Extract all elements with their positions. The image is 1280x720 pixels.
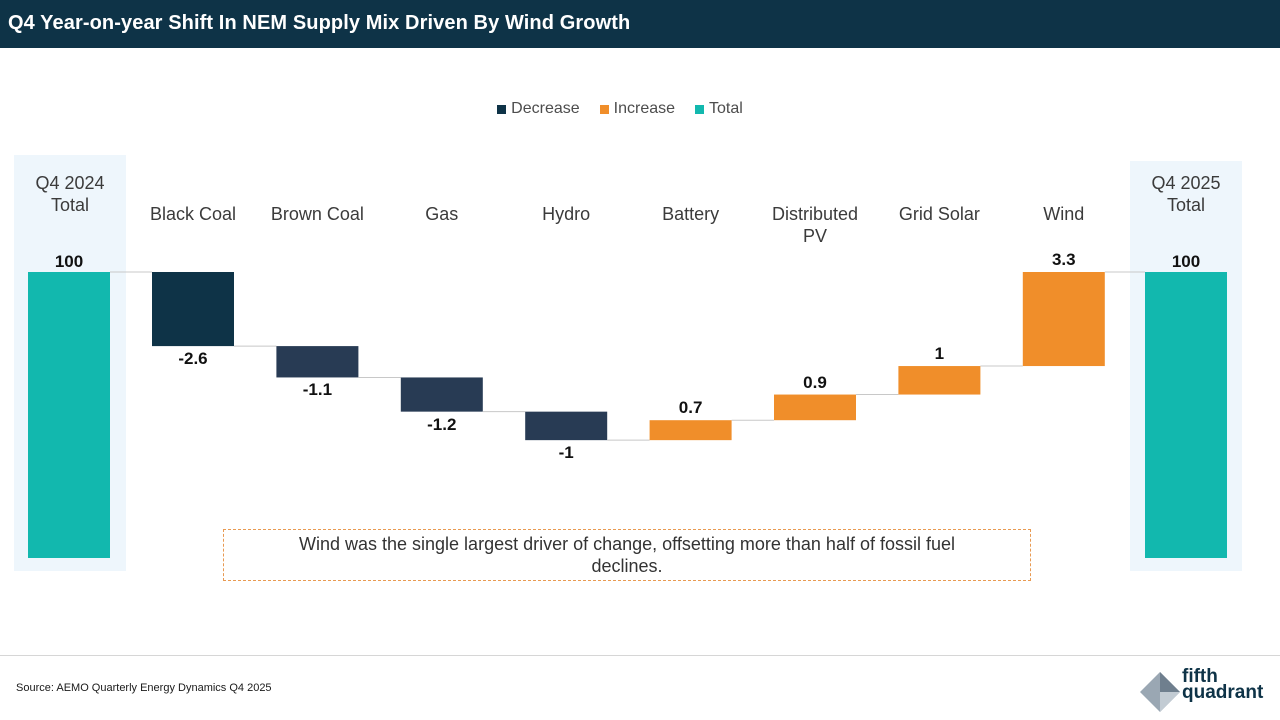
category-label-distributed-pv: Distributed PV	[771, 204, 859, 246]
category-label-brown-coal: Brown Coal	[270, 204, 364, 224]
category-label-grid-solar: Grid Solar	[898, 204, 980, 224]
legend-swatch-total	[695, 104, 705, 114]
bar-black-coal	[152, 272, 234, 347]
logo-mark-icon	[1140, 672, 1180, 712]
legend-item-increase: Increase	[599, 100, 676, 118]
value-label-hydro: -1	[558, 443, 574, 463]
bar-hydro	[525, 411, 608, 441]
category-label-black-coal: Black Coal	[149, 204, 237, 224]
value-label-brown-coal: -1.1	[302, 380, 333, 400]
bar-start-total	[28, 272, 110, 558]
bar-battery	[649, 420, 732, 441]
legend-swatch-increase	[599, 104, 609, 114]
value-label-gas: -1.2	[427, 414, 457, 434]
bar-end-total	[1145, 272, 1227, 558]
category-label-wind: Wind	[1043, 204, 1085, 224]
legend-item-total: Total	[695, 100, 743, 118]
value-label-black-coal: -2.6	[178, 349, 208, 369]
logo-word-quadrant: quadrant	[1182, 682, 1264, 703]
category-label-gas: Gas	[425, 204, 459, 224]
value-label-end-total: 100	[1171, 252, 1201, 271]
footer-divider	[0, 655, 1280, 656]
legend-label-decrease: Decrease	[511, 100, 580, 117]
value-label-grid-solar: 1	[934, 344, 945, 364]
category-label-start-total: Q4 2024 Total	[35, 173, 105, 215]
category-label-hydro: Hydro	[542, 204, 591, 224]
value-label-wind: 3.3	[1051, 250, 1076, 269]
category-label-battery: Battery	[662, 204, 720, 224]
value-label-battery: 0.7	[678, 398, 703, 418]
legend-label-total: Total	[709, 100, 743, 117]
legend-swatch-decrease	[497, 104, 507, 114]
annotation-box: Wind was the single largest driver of ch…	[223, 529, 1031, 581]
bar-wind	[1022, 272, 1105, 367]
chart-legend: Decrease Increase Total	[0, 100, 1240, 118]
annotation-text: Wind was the single largest driver of ch…	[298, 534, 955, 576]
source-note: Source: AEMO Quarterly Energy Dynamics Q…	[16, 682, 272, 694]
legend-label-increase: Increase	[613, 100, 676, 117]
logo-word-fifth: fifth	[1182, 666, 1218, 687]
bar-grid-solar	[898, 366, 981, 395]
header-bar: Q4 Year-on-year Shift In NEM Supply Mix …	[0, 0, 1280, 48]
value-label-start-total: 100	[54, 252, 84, 271]
page-title: Q4 Year-on-year Shift In NEM Supply Mix …	[8, 12, 631, 34]
bar-brown-coal	[276, 346, 359, 378]
bar-distributed-pv	[774, 394, 856, 421]
legend-item-decrease: Decrease	[497, 100, 580, 118]
category-label-end-total: Q4 2025 Total	[1151, 173, 1221, 215]
value-label-distributed-pv: 0.9	[803, 372, 827, 392]
bar-gas	[400, 377, 483, 412]
fifth-quadrant-logo: fifth quadrant	[1140, 666, 1270, 712]
